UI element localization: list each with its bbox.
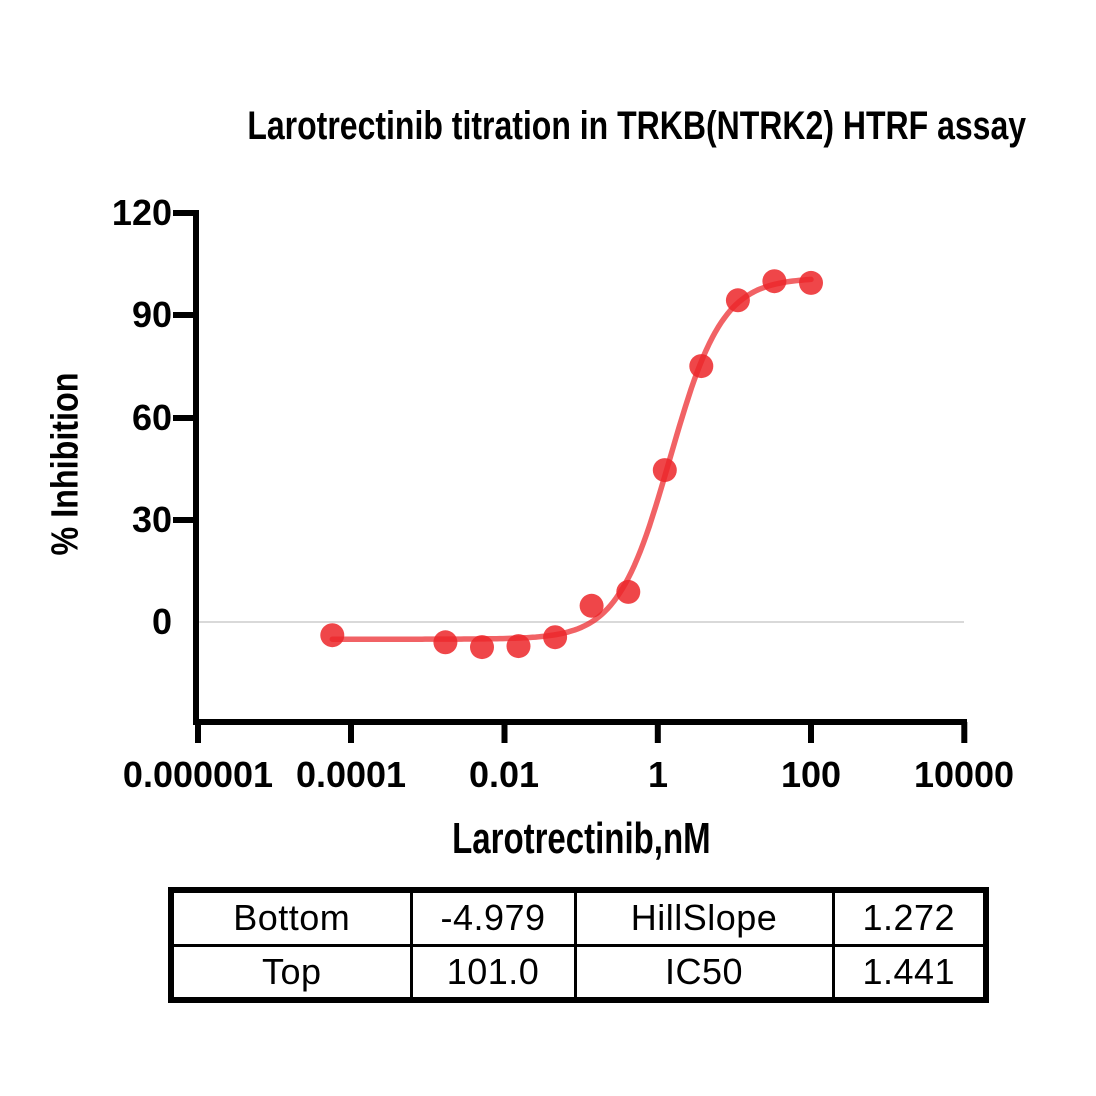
x-tick-label-100: 100 [780, 754, 842, 795]
data-point [433, 630, 458, 655]
x-tick-label-0.000001: 0.000001 [122, 754, 274, 795]
x-tick-mark [348, 722, 354, 743]
y-tick-label-0: 0 [151, 601, 172, 642]
x-axis-ticks [195, 722, 968, 743]
x-axis-line [193, 719, 967, 725]
param-label-ic50: IC50 [573, 943, 835, 1002]
fit-results-table: Bottom -4.979 HillSlope 1.272 Top 101.0 … [168, 887, 989, 1003]
x-tick-mark [961, 722, 968, 743]
fit-curve-line [329, 276, 814, 642]
y-tick-mark [173, 312, 193, 318]
data-point [506, 634, 531, 659]
y-axis-line [193, 210, 199, 725]
param-value-bottom: -4.979 [409, 888, 577, 947]
data-point [762, 269, 787, 294]
data-point [725, 288, 750, 313]
y-axis-ticks [173, 210, 193, 523]
data-point [652, 458, 677, 483]
y-tick-label-90: 90 [131, 294, 172, 335]
param-label-hillslope: HillSlope [573, 888, 835, 947]
y-tick-mark [173, 517, 193, 523]
y-tick-label-120: 120 [111, 192, 172, 233]
x-tick-mark [501, 722, 508, 743]
data-point [799, 270, 823, 295]
x-tick-label-1: 1 [647, 754, 669, 795]
y-tick-label-30: 30 [131, 499, 172, 540]
zero-baseline [199, 621, 964, 623]
x-tick-mark [808, 722, 814, 743]
y-tick-mark [173, 415, 193, 421]
param-value-hillslope: 1.272 [831, 888, 988, 947]
data-point [616, 579, 641, 604]
param-value-top: 101.0 [409, 943, 577, 1002]
x-tick-label-10000: 10000 [913, 754, 1015, 795]
data-point [470, 635, 494, 660]
chart-title: Larotrectinib titration in TRKB(NTRK2) H… [150, 104, 1026, 148]
data-point [689, 354, 714, 379]
table-row: Top 101.0 IC50 1.441 [169, 943, 988, 1002]
param-label-bottom: Bottom [169, 888, 413, 947]
data-point [320, 623, 345, 648]
x-axis-title-text: Larotrectinib,nM [451, 814, 711, 863]
x-tick-mark [195, 722, 201, 743]
x-tick-mark [654, 722, 661, 743]
x-axis-title: Larotrectinib,nM [381, 816, 781, 862]
y-tick-label-60: 60 [131, 397, 172, 438]
param-value-ic50: 1.441 [831, 943, 988, 1002]
x-tick-label-0.01: 0.01 [468, 754, 540, 795]
data-point [543, 625, 568, 650]
y-tick-mark [173, 210, 193, 216]
data-points-layer [320, 269, 823, 660]
table-row: Bottom -4.979 HillSlope 1.272 [169, 888, 988, 947]
param-label-top: Top [169, 943, 413, 1002]
chart-title-text: Larotrectinib titration in TRKB(NTRK2) H… [247, 104, 1027, 148]
data-point [579, 593, 604, 618]
x-tick-label-0.0001: 0.0001 [295, 754, 407, 795]
